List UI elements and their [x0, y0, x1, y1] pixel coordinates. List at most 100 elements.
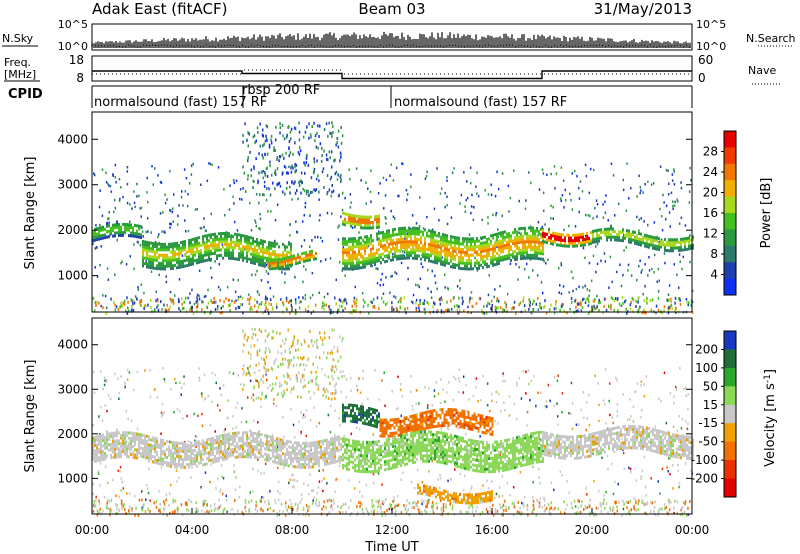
speckle-cell — [362, 369, 364, 373]
speckle-cell — [172, 207, 174, 210]
speckle-cell — [241, 407, 243, 410]
echo-cell — [238, 247, 240, 251]
echo-cell — [252, 236, 254, 240]
echo-cell — [458, 247, 460, 251]
speckle-cell — [468, 398, 470, 401]
speckle-cell — [566, 480, 568, 483]
echo-cell — [520, 248, 522, 252]
ground-scatter-cell — [143, 304, 146, 308]
speckle-cell — [215, 487, 217, 490]
echo-cell — [358, 258, 360, 262]
echo-cell — [224, 253, 226, 257]
speckle-cell — [622, 507, 625, 511]
speckle-cell — [682, 255, 685, 259]
echo-cell — [530, 234, 532, 238]
ground-scatter-cell — [431, 500, 434, 504]
ground-scatter-cell — [343, 298, 346, 302]
echo-cell — [400, 227, 402, 230]
echo-cell — [536, 240, 538, 244]
echo-cell — [160, 245, 162, 249]
ground-scatter-cell — [687, 506, 689, 510]
ground-scatter-cell — [253, 298, 256, 302]
echo-cell — [258, 244, 260, 247]
speckle-cell — [638, 218, 641, 221]
echo-cell — [305, 253, 307, 257]
sparse-echo-cell — [311, 125, 313, 128]
speckle-cell — [431, 404, 434, 407]
echo-cell — [148, 244, 150, 247]
echo-cell — [202, 240, 204, 244]
echo-cell — [102, 228, 104, 232]
echo-cell — [474, 239, 476, 243]
echo-cell — [568, 239, 570, 243]
speckle-cell — [664, 434, 667, 437]
speckle-cell — [410, 173, 412, 176]
speckle-cell — [667, 293, 670, 296]
echo-cell — [438, 259, 440, 263]
speckle-cell — [392, 252, 394, 256]
speckle-cell — [539, 481, 541, 485]
echo-cell — [458, 242, 460, 246]
speckle-cell — [550, 172, 552, 176]
ground-scatter-cell — [348, 506, 350, 510]
echo-cell — [626, 234, 628, 238]
ground-scatter-cell — [602, 501, 604, 505]
echo-cell — [460, 247, 462, 251]
ground-scatter-cell — [391, 301, 393, 305]
echo-cell — [478, 244, 480, 248]
colorbar-tick-label: 8 — [710, 247, 718, 261]
sparse-echo-cell — [300, 191, 302, 195]
echo-cell — [530, 248, 532, 252]
echo-cell — [476, 245, 478, 249]
echo-cell — [146, 243, 148, 247]
speckle-cell — [314, 236, 316, 239]
echo-cell — [285, 256, 287, 260]
speckle-cell — [518, 266, 520, 269]
echo-cell — [190, 246, 192, 250]
echo-cell — [594, 229, 596, 233]
speckle-cell — [670, 501, 672, 504]
sparse-echo-cell — [246, 139, 248, 143]
echo-cell — [358, 253, 360, 256]
speckle-cell — [122, 195, 124, 199]
echo-cell — [366, 262, 368, 266]
echo-cell — [152, 242, 154, 245]
speckle-cell — [646, 503, 648, 506]
ground-scatter-cell — [98, 502, 101, 506]
sparse-echo-cell — [304, 130, 307, 134]
speckle-cell — [654, 425, 656, 428]
echo-cell — [596, 239, 598, 243]
ground-scatter-cell — [461, 296, 464, 300]
speckle-cell — [108, 184, 110, 187]
sparse-echo-cell — [332, 124, 334, 128]
echo-cell — [174, 258, 176, 262]
speckle-cell — [407, 266, 409, 270]
echo-cell — [434, 233, 436, 237]
ground-scatter-cell — [244, 505, 246, 509]
echo-cell — [440, 246, 442, 250]
speckle-cell — [561, 303, 564, 306]
echo-cell — [202, 237, 204, 241]
ground-scatter-cell — [122, 301, 124, 305]
colorbar-segment — [724, 147, 736, 165]
ground-scatter-cell — [415, 503, 417, 507]
speckle-cell — [264, 462, 267, 466]
speckle-cell — [450, 216, 453, 219]
speckle-cell — [359, 490, 361, 494]
speckle-cell — [283, 466, 285, 470]
speckle-cell — [657, 267, 660, 271]
speckle-cell — [145, 230, 147, 234]
speckle-cell — [396, 504, 398, 507]
sparse-echo-cell — [317, 174, 319, 178]
speckle-cell — [315, 177, 318, 181]
ground-scatter-cell — [532, 309, 534, 312]
ground-scatter-cell — [163, 502, 166, 506]
station-title: Adak East (fitACF) — [92, 0, 227, 18]
speckle-cell — [311, 271, 314, 275]
ground-scatter-cell — [95, 303, 97, 307]
ground-scatter-cell — [337, 308, 340, 312]
speckle-cell — [322, 305, 324, 308]
echo-cell — [392, 231, 394, 234]
echo-cell — [168, 245, 170, 249]
echo-cell — [402, 226, 404, 230]
